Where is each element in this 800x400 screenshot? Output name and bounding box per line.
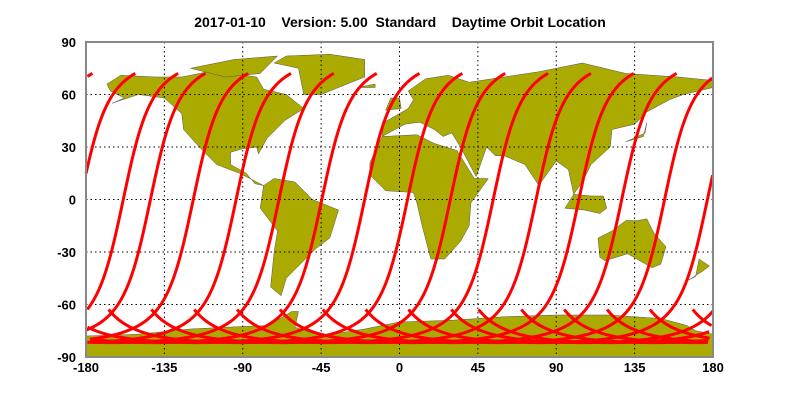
land-mass [273, 53, 365, 95]
x-tick-label: 90 [549, 360, 563, 375]
x-tick-label: 0 [396, 360, 403, 375]
orbit-tracks [84, 72, 715, 345]
land-mass [357, 83, 376, 88]
land-mass [190, 55, 279, 78]
orbit-track [648, 308, 710, 340]
orbit-track [605, 308, 704, 344]
land-layer [85, 53, 714, 358]
land-mass [688, 258, 710, 281]
map-title: 2017-01-10 Version: 5.00 Standard Daytim… [194, 14, 606, 30]
orbit-track [86, 72, 94, 78]
orbit-track [86, 72, 179, 311]
x-tick-label: -90 [233, 360, 252, 375]
y-tick-label: 60 [62, 88, 76, 103]
y-tick-label: 30 [62, 140, 76, 155]
land-mass [381, 62, 714, 195]
orbit-track [85, 72, 207, 332]
plot-frame [85, 41, 714, 358]
x-tick-label: 45 [471, 360, 485, 375]
orbit-track [87, 72, 335, 345]
y-tick-label: 90 [62, 35, 76, 50]
x-tick-label: -45 [312, 360, 331, 375]
orbit-track [89, 72, 249, 341]
y-tick-label: -90 [57, 350, 76, 365]
x-tick-label: 180 [702, 360, 724, 375]
orbit-track [450, 308, 715, 345]
orbit-track [691, 308, 713, 327]
x-tick-label: -135 [151, 360, 177, 375]
orbit-track [84, 72, 137, 174]
orbit-track [86, 72, 421, 345]
y-tick-label: -60 [57, 298, 76, 313]
y-tick-label: 0 [69, 193, 76, 208]
x-tick-label: -180 [73, 360, 99, 375]
land-mass [564, 193, 608, 214]
orbit-track [520, 308, 709, 345]
x-tick-label: 135 [624, 360, 646, 375]
axis-ticks: -180 -135 -90 -45 0 45 90 135 180 90 60 30 0 -30 -60 -9… [57, 35, 724, 375]
orbit-track [92, 72, 292, 344]
orbit-track [407, 174, 715, 345]
orbit-track [364, 76, 714, 345]
y-tick-label: -30 [57, 245, 76, 260]
orbit-track [90, 72, 378, 345]
